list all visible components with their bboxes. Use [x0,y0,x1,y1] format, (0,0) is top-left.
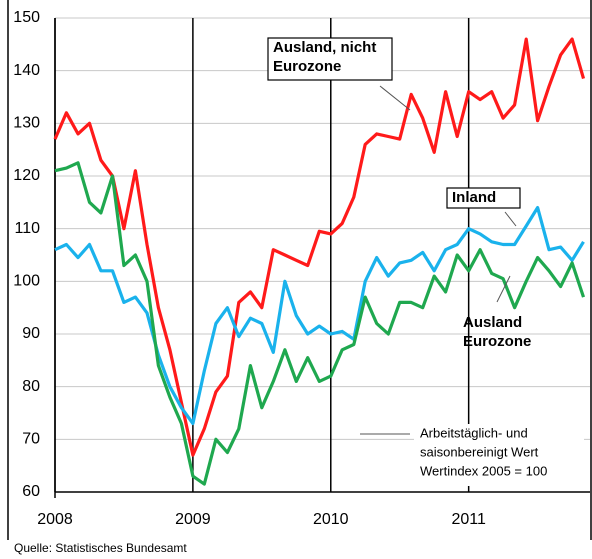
leader-line [504,211,517,227]
note-bg [414,424,584,486]
label-box [446,187,521,209]
y-tick-label: 60 [22,483,40,500]
x-tick-label: 2009 [175,511,211,528]
note: Wertindex 2005 = 100 [420,463,547,478]
y-tick-label: 140 [13,62,40,79]
note: Arbeitstäglich- und [420,425,528,440]
y-tick-label: 130 [13,115,40,132]
leader-line [379,85,411,111]
series-line [54,206,585,426]
series-line [53,37,586,457]
note: saisonbereinigt Wert [420,444,539,459]
series-line [54,161,586,486]
source: Quelle: Statistisches Bundesamt [14,541,187,555]
leader-line [496,275,511,303]
y-tick-label: 110 [14,220,40,237]
y-tick-label: 90 [22,325,40,342]
x-tick-label: 2008 [37,511,73,528]
series-label: Eurozone [463,333,531,350]
x-tick-label: 2010 [313,511,349,528]
y-tick-label: 100 [13,273,40,290]
series-label: Ausland [463,314,522,331]
y-tick-label: 120 [13,167,40,184]
y-tick-label: 70 [22,431,40,448]
x-tick-label: 2011 [451,511,486,528]
y-tick-label: 80 [22,378,40,395]
series-label: Inland [452,189,496,206]
y-tick-label: 150 [13,9,40,26]
series-label: Eurozone [273,58,341,75]
series-label: Ausland, nicht [273,39,376,56]
label-box [267,37,393,81]
